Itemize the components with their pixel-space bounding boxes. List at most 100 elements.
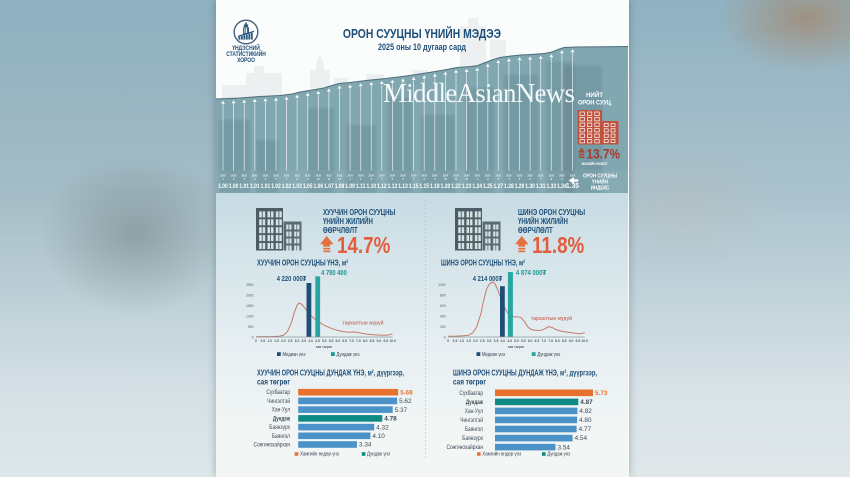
svg-text:2025: 2025 bbox=[495, 174, 501, 177]
svg-text:5: 5 bbox=[518, 178, 520, 181]
svg-text:3.5: 3.5 bbox=[301, 339, 306, 343]
svg-text:2024: 2024 bbox=[410, 174, 416, 177]
svg-text:2024: 2024 bbox=[421, 174, 427, 177]
svg-text:Баянзүрх: Баянзүрх bbox=[462, 436, 483, 442]
svg-text:Дундаж үнэ: Дундаж үнэ bbox=[547, 452, 570, 458]
svg-text:ЖИЛИЙН ӨСӨЛТ: ЖИЛИЙН ӨСӨЛТ bbox=[580, 162, 607, 166]
svg-text:200: 200 bbox=[440, 325, 446, 329]
svg-text:9.0: 9.0 bbox=[568, 339, 573, 343]
svg-text:2023: 2023 bbox=[262, 174, 268, 177]
svg-text:2500: 2500 bbox=[245, 283, 253, 287]
svg-text:2: 2 bbox=[487, 178, 489, 181]
svg-text:4.5: 4.5 bbox=[507, 339, 512, 343]
svg-text:1.24: 1.24 bbox=[472, 184, 482, 190]
svg-text:4.54: 4.54 bbox=[574, 435, 587, 442]
svg-text:Чингэлтэй: Чингэлтэй bbox=[460, 417, 483, 424]
svg-text:0: 0 bbox=[447, 339, 449, 343]
svg-text:12: 12 bbox=[465, 178, 468, 181]
svg-text:2024: 2024 bbox=[357, 174, 363, 177]
svg-text:ОРОН СУУЦ: ОРОН СУУЦ bbox=[578, 100, 611, 107]
svg-text:7.5: 7.5 bbox=[356, 339, 361, 343]
svg-text:2025: 2025 bbox=[527, 174, 533, 177]
svg-text:ИНДЕКС: ИНДЕКС bbox=[590, 186, 609, 192]
svg-text:1.10: 1.10 bbox=[366, 184, 376, 190]
svg-text:2025: 2025 bbox=[537, 174, 543, 177]
svg-text:11: 11 bbox=[327, 178, 330, 181]
svg-text:1.5: 1.5 bbox=[466, 339, 471, 343]
svg-text:2023: 2023 bbox=[326, 174, 332, 177]
svg-text:2024: 2024 bbox=[389, 174, 395, 177]
svg-text:0.5: 0.5 bbox=[452, 339, 457, 343]
svg-text:2025: 2025 bbox=[559, 174, 565, 177]
svg-text:6.0: 6.0 bbox=[335, 339, 340, 343]
svg-text:5.5: 5.5 bbox=[520, 339, 525, 343]
svg-text:2023: 2023 bbox=[252, 174, 258, 177]
svg-text:Дундаж үнэ: Дундаж үнэ bbox=[336, 352, 359, 358]
svg-text:Хан-Уул: Хан-Уул bbox=[271, 408, 290, 414]
svg-text:8.0: 8.0 bbox=[362, 339, 367, 343]
svg-text:2024: 2024 bbox=[442, 174, 448, 177]
svg-text:5.0: 5.0 bbox=[514, 339, 519, 343]
svg-text:1.13: 1.13 bbox=[398, 184, 408, 190]
svg-text:2024: 2024 bbox=[400, 174, 406, 177]
svg-text:1.33: 1.33 bbox=[546, 184, 556, 190]
svg-text:1.15: 1.15 bbox=[419, 184, 429, 190]
svg-text:2023: 2023 bbox=[315, 174, 321, 177]
svg-text:2.5: 2.5 bbox=[479, 339, 484, 343]
svg-text:3.0: 3.0 bbox=[486, 339, 491, 343]
svg-text:5.37: 5.37 bbox=[394, 407, 407, 414]
svg-text:1.30: 1.30 bbox=[525, 184, 535, 190]
svg-text:4.87: 4.87 bbox=[580, 399, 593, 406]
svg-text:10: 10 bbox=[444, 178, 447, 181]
svg-text:800: 800 bbox=[440, 293, 446, 297]
svg-text:4.82: 4.82 bbox=[579, 408, 592, 415]
svg-text:5.68: 5.68 bbox=[400, 389, 413, 396]
svg-text:Дундаж үнэ: Дундаж үнэ bbox=[537, 352, 560, 358]
svg-text:7.0: 7.0 bbox=[349, 339, 354, 343]
svg-text:НИЙТ: НИЙТ bbox=[586, 90, 604, 99]
svg-text:1000: 1000 bbox=[438, 283, 446, 287]
svg-text:1.01: 1.01 bbox=[239, 184, 249, 190]
svg-text:400: 400 bbox=[440, 314, 446, 318]
svg-text:13.7%: 13.7% bbox=[586, 146, 620, 162]
svg-text:10: 10 bbox=[316, 178, 319, 181]
svg-text:сая төгрөг: сая төгрөг bbox=[453, 378, 487, 387]
svg-text:1.27: 1.27 bbox=[493, 184, 503, 190]
svg-text:2.0: 2.0 bbox=[473, 339, 478, 343]
svg-text:2: 2 bbox=[360, 178, 362, 181]
svg-text:3.5: 3.5 bbox=[493, 339, 498, 343]
svg-text:2.5: 2.5 bbox=[287, 339, 292, 343]
svg-text:1500: 1500 bbox=[245, 304, 253, 308]
svg-text:1.23: 1.23 bbox=[461, 184, 471, 190]
svg-text:6.5: 6.5 bbox=[342, 339, 347, 343]
svg-text:7.0: 7.0 bbox=[541, 339, 546, 343]
svg-text:4.77: 4.77 bbox=[578, 426, 591, 433]
svg-text:2023: 2023 bbox=[241, 174, 247, 177]
svg-text:1.25: 1.25 bbox=[483, 184, 493, 190]
svg-text:ҮНИЙН: ҮНИЙН bbox=[592, 178, 608, 186]
svg-text:0: 0 bbox=[251, 335, 253, 339]
svg-text:2024: 2024 bbox=[463, 174, 469, 177]
svg-text:3: 3 bbox=[497, 178, 499, 181]
svg-text:1.22: 1.22 bbox=[451, 184, 461, 190]
svg-text:5.5: 5.5 bbox=[328, 339, 333, 343]
svg-text:4 220 000₮: 4 220 000₮ bbox=[276, 276, 306, 283]
svg-text:2.0: 2.0 bbox=[280, 339, 285, 343]
svg-text:1.29: 1.29 bbox=[514, 184, 524, 190]
svg-text:2025: 2025 bbox=[485, 174, 491, 177]
svg-text:2: 2 bbox=[232, 178, 234, 181]
svg-text:Дундаж: Дундаж bbox=[465, 400, 483, 406]
svg-text:8.5: 8.5 bbox=[561, 339, 566, 343]
svg-text:6.0: 6.0 bbox=[527, 339, 532, 343]
svg-text:4: 4 bbox=[508, 178, 510, 181]
svg-text:1.03: 1.03 bbox=[292, 184, 302, 190]
svg-text:9.5: 9.5 bbox=[575, 339, 580, 343]
svg-text:1.01: 1.01 bbox=[250, 184, 260, 190]
svg-text:5: 5 bbox=[264, 178, 266, 181]
svg-text:сая төгрөг: сая төгрөг bbox=[507, 344, 524, 349]
svg-text:сая төгрөг: сая төгрөг bbox=[257, 378, 291, 387]
svg-text:Сүхбаатар: Сүхбаатар bbox=[459, 391, 483, 397]
svg-text:4: 4 bbox=[381, 178, 383, 181]
svg-text:1.18: 1.18 bbox=[430, 184, 440, 190]
svg-text:6: 6 bbox=[529, 178, 531, 181]
